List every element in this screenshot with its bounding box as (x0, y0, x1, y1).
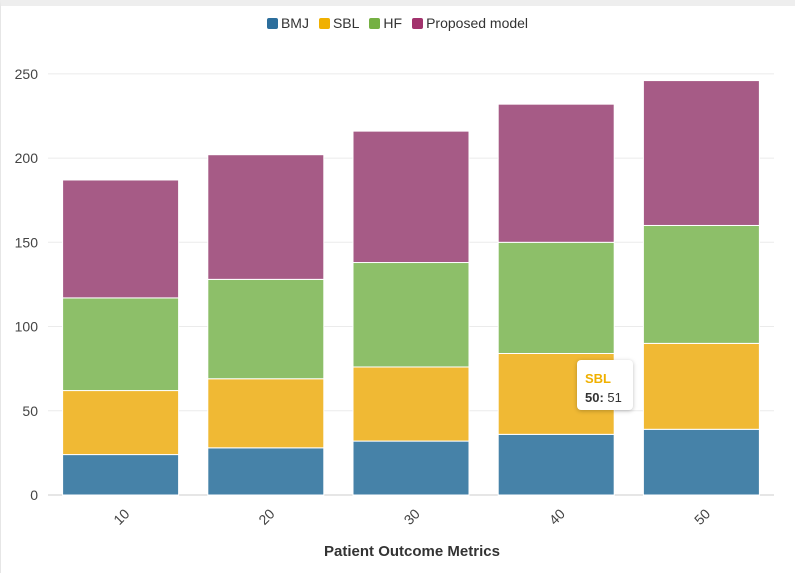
x-tick-label: 50 (691, 505, 713, 527)
y-tick-label: 150 (15, 234, 39, 250)
bar-bmj[interactable] (352, 440, 470, 496)
bar-proposed-model[interactable] (62, 179, 180, 299)
bar-bmj[interactable] (62, 454, 180, 496)
chart-tooltip: SBL 50: 51 (577, 360, 633, 410)
bar-bmj[interactable] (207, 447, 325, 496)
bar-hf[interactable] (207, 278, 325, 380)
bar-proposed-model[interactable] (207, 154, 325, 280)
x-tick-label: 10 (110, 505, 132, 527)
bar-hf[interactable] (62, 297, 180, 392)
legend-item-proposed-model[interactable]: Proposed model (412, 15, 528, 31)
bar-hf[interactable] (352, 262, 470, 368)
legend-swatch-hf (369, 17, 381, 29)
y-tick-label: 0 (30, 487, 38, 503)
y-tick-label: 250 (15, 66, 39, 82)
x-tick-label: 30 (401, 505, 423, 527)
bar-sbl[interactable] (352, 366, 470, 442)
tooltip-y-value: 51 (607, 390, 622, 405)
bar-sbl[interactable] (642, 342, 760, 430)
tooltip-series-name: SBL (585, 371, 611, 386)
x-tick-label: 20 (255, 505, 277, 527)
bar-hf[interactable] (642, 224, 760, 344)
bar-bmj[interactable] (642, 428, 760, 496)
legend-label-sbl: SBL (332, 15, 360, 31)
legend-swatch-sbl (318, 17, 330, 29)
y-tick-label: 200 (15, 150, 39, 166)
legend-item-bmj[interactable]: BMJ (266, 15, 309, 31)
bar-proposed-model[interactable] (497, 103, 615, 243)
x-tick-label: 40 (546, 505, 568, 527)
x-axis-title: Patient Outcome Metrics (324, 543, 500, 560)
bar-proposed-model[interactable] (642, 80, 760, 226)
legend-swatch-proposed-model (412, 17, 424, 29)
bar-bmj[interactable] (497, 433, 615, 496)
legend-label-hf: HF (383, 15, 403, 31)
legend-label-proposed-model: Proposed model (426, 15, 529, 31)
bar-hf[interactable] (497, 241, 615, 354)
y-tick-label: 100 (15, 319, 39, 335)
legend-item-sbl[interactable]: SBL (318, 15, 360, 31)
y-tick-label: 50 (22, 403, 38, 419)
legend-item-hf[interactable]: HF (369, 15, 402, 31)
bar-sbl[interactable] (62, 390, 180, 456)
bar-sbl[interactable] (207, 378, 325, 449)
bar-proposed-model[interactable] (352, 130, 470, 264)
chart-legend: BMJ SBL HF Proposed model (0, 15, 795, 31)
legend-swatch-bmj (266, 17, 278, 29)
tooltip-x-value: 50: (585, 390, 604, 405)
legend-label-bmj: BMJ (280, 15, 309, 31)
